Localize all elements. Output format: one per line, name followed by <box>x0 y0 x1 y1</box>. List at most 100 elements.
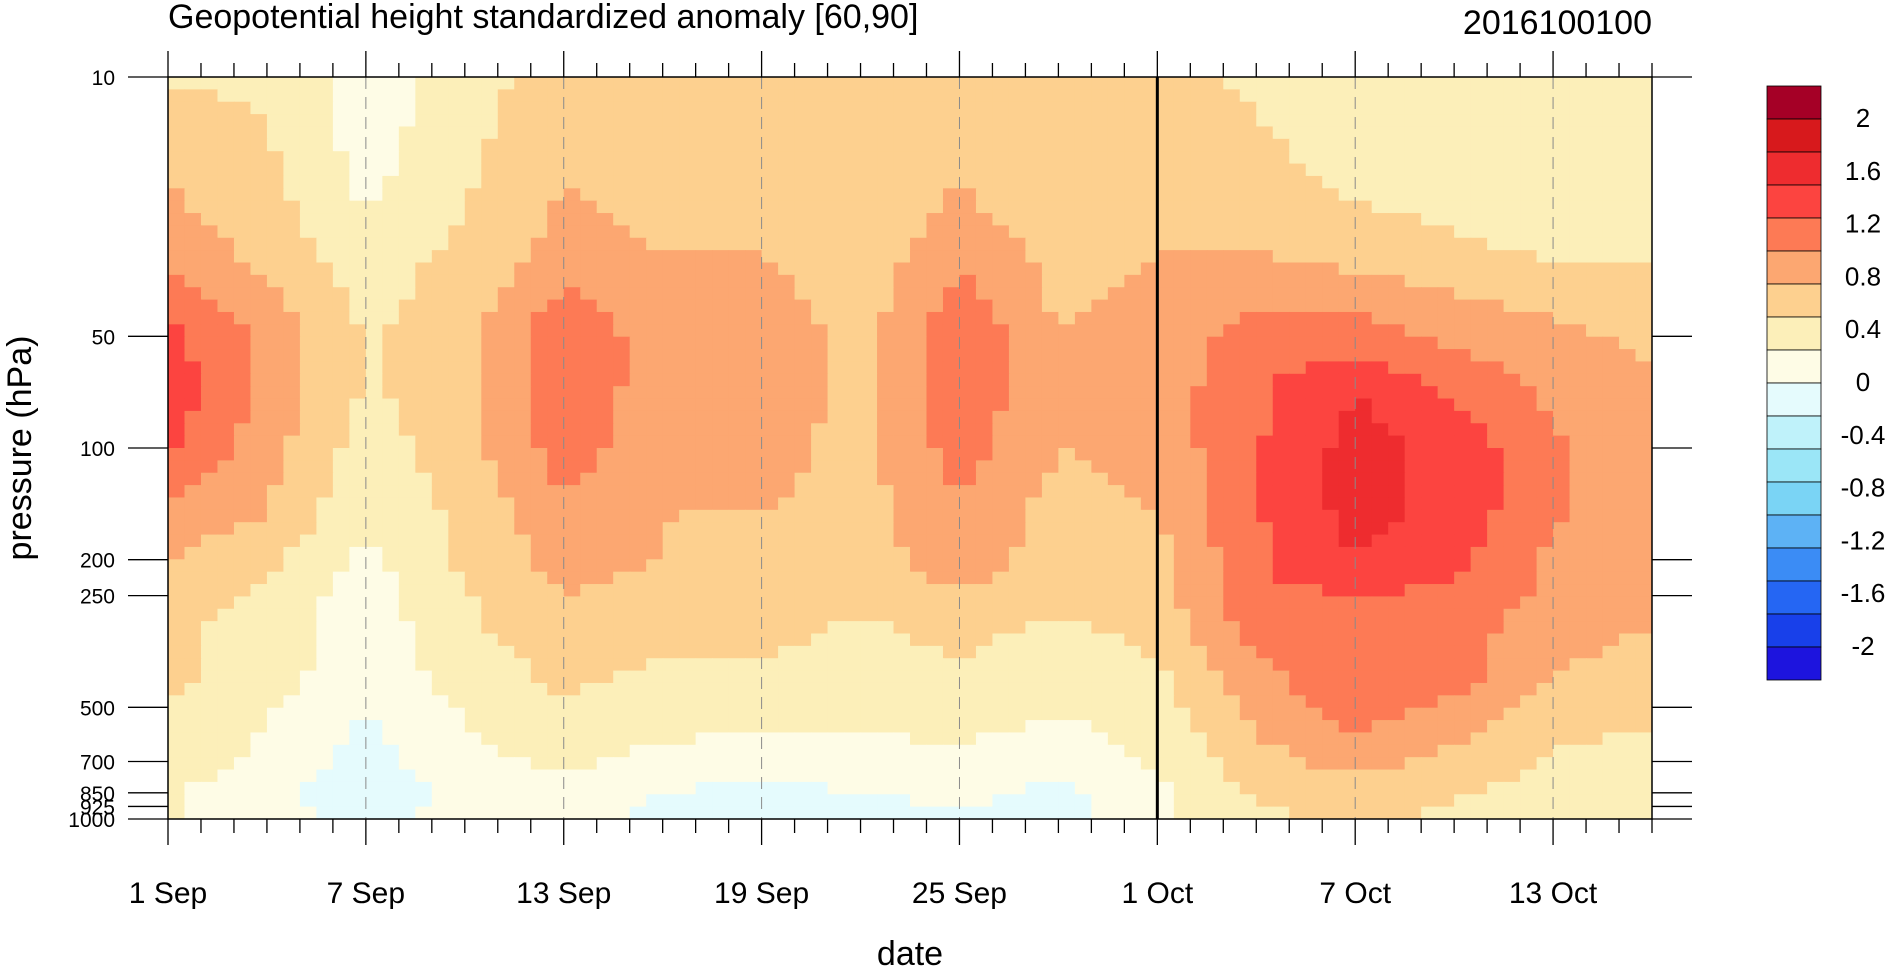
field-cell <box>811 361 829 375</box>
field-cell <box>1223 720 1241 734</box>
field-cell <box>349 596 367 610</box>
field-cell <box>1371 707 1389 721</box>
field-cell <box>975 299 994 313</box>
field-cell <box>1322 373 1340 387</box>
field-cell <box>629 571 647 585</box>
field-cell <box>250 571 268 585</box>
field-cell <box>580 324 598 338</box>
field-cell <box>1305 311 1323 325</box>
field-cell <box>283 311 301 325</box>
field-cell <box>679 682 697 696</box>
field-cell <box>1553 250 1571 264</box>
field-cell <box>1371 151 1389 165</box>
field-cell <box>662 423 680 437</box>
field-cell <box>217 324 235 338</box>
field-cell <box>811 250 829 264</box>
field-cell <box>1470 645 1488 659</box>
field-cell <box>1487 188 1505 202</box>
field-cell <box>1239 175 1257 189</box>
field-cell <box>1206 509 1224 523</box>
field-cell <box>448 349 466 363</box>
field-cell <box>514 559 532 573</box>
field-cell <box>1619 336 1637 350</box>
field-cell <box>1338 695 1356 709</box>
field-cell <box>250 448 268 461</box>
field-cell <box>217 658 235 672</box>
field-cell <box>233 163 252 177</box>
field-cell <box>481 423 499 437</box>
field-cell <box>1074 163 1092 177</box>
field-cell <box>1322 682 1340 696</box>
field-cell <box>464 299 482 313</box>
field-cell <box>580 311 598 325</box>
field-cell <box>745 682 763 696</box>
field-cell <box>1338 596 1356 610</box>
field-cell <box>1206 324 1224 338</box>
field-cell <box>217 423 235 437</box>
field-cell <box>992 410 1010 424</box>
field-cell <box>794 670 812 684</box>
field-cell <box>1487 522 1505 536</box>
field-cell <box>860 274 878 288</box>
field-cell <box>1190 695 1208 709</box>
field-cell <box>910 596 928 610</box>
field-cell <box>910 126 928 140</box>
field-cell <box>266 509 285 523</box>
field-cell <box>349 311 367 325</box>
field-cell <box>481 361 499 375</box>
field-cell <box>1124 509 1142 523</box>
field-cell <box>580 633 598 647</box>
field-cell <box>1388 311 1406 325</box>
field-cell <box>629 101 647 115</box>
field-cell <box>1586 720 1604 734</box>
field-cell <box>1454 460 1472 474</box>
field-cell <box>877 485 895 499</box>
field-cell <box>1355 262 1373 276</box>
field-cell <box>1289 744 1307 758</box>
field-cell <box>1008 559 1027 573</box>
field-cell <box>942 707 961 721</box>
field-cell <box>1223 349 1241 363</box>
field-cell <box>1635 658 1652 672</box>
field-cell <box>1173 546 1191 560</box>
field-cell <box>646 608 664 622</box>
field-cell <box>200 423 219 437</box>
field-cell <box>1520 250 1538 264</box>
field-cell <box>629 336 647 350</box>
field-cell <box>1074 373 1092 387</box>
field-cell <box>1124 250 1142 264</box>
field-cell <box>464 757 482 771</box>
field-cell <box>1487 398 1505 412</box>
field-cell <box>910 262 928 276</box>
field-cell <box>332 410 350 424</box>
field-cell <box>975 707 994 721</box>
field-cell <box>695 324 713 338</box>
field-cell <box>415 497 433 511</box>
field-cell <box>613 324 631 338</box>
field-cell <box>1256 435 1274 449</box>
field-cell <box>1536 460 1554 474</box>
field-cell <box>1536 237 1554 251</box>
field-cell <box>613 485 631 499</box>
field-cell <box>1619 311 1637 325</box>
field-cell <box>745 423 763 437</box>
field-cell <box>893 225 911 239</box>
field-cell <box>448 163 466 177</box>
field-cell <box>283 373 301 387</box>
field-cell <box>1569 497 1587 511</box>
field-cell <box>168 732 186 746</box>
field-cell <box>1388 732 1406 746</box>
field-cell <box>959 398 977 412</box>
field-cell <box>794 114 812 128</box>
field-cell <box>1338 213 1356 226</box>
field-cell <box>1437 151 1455 165</box>
field-cell <box>827 138 845 152</box>
field-cell <box>332 522 350 536</box>
field-cell <box>514 77 532 90</box>
field-cell <box>266 460 285 474</box>
field-cell <box>448 188 466 202</box>
field-cell <box>1338 225 1356 239</box>
field-cell <box>1470 435 1488 449</box>
field-cell <box>1487 695 1505 709</box>
field-cell <box>316 262 334 276</box>
